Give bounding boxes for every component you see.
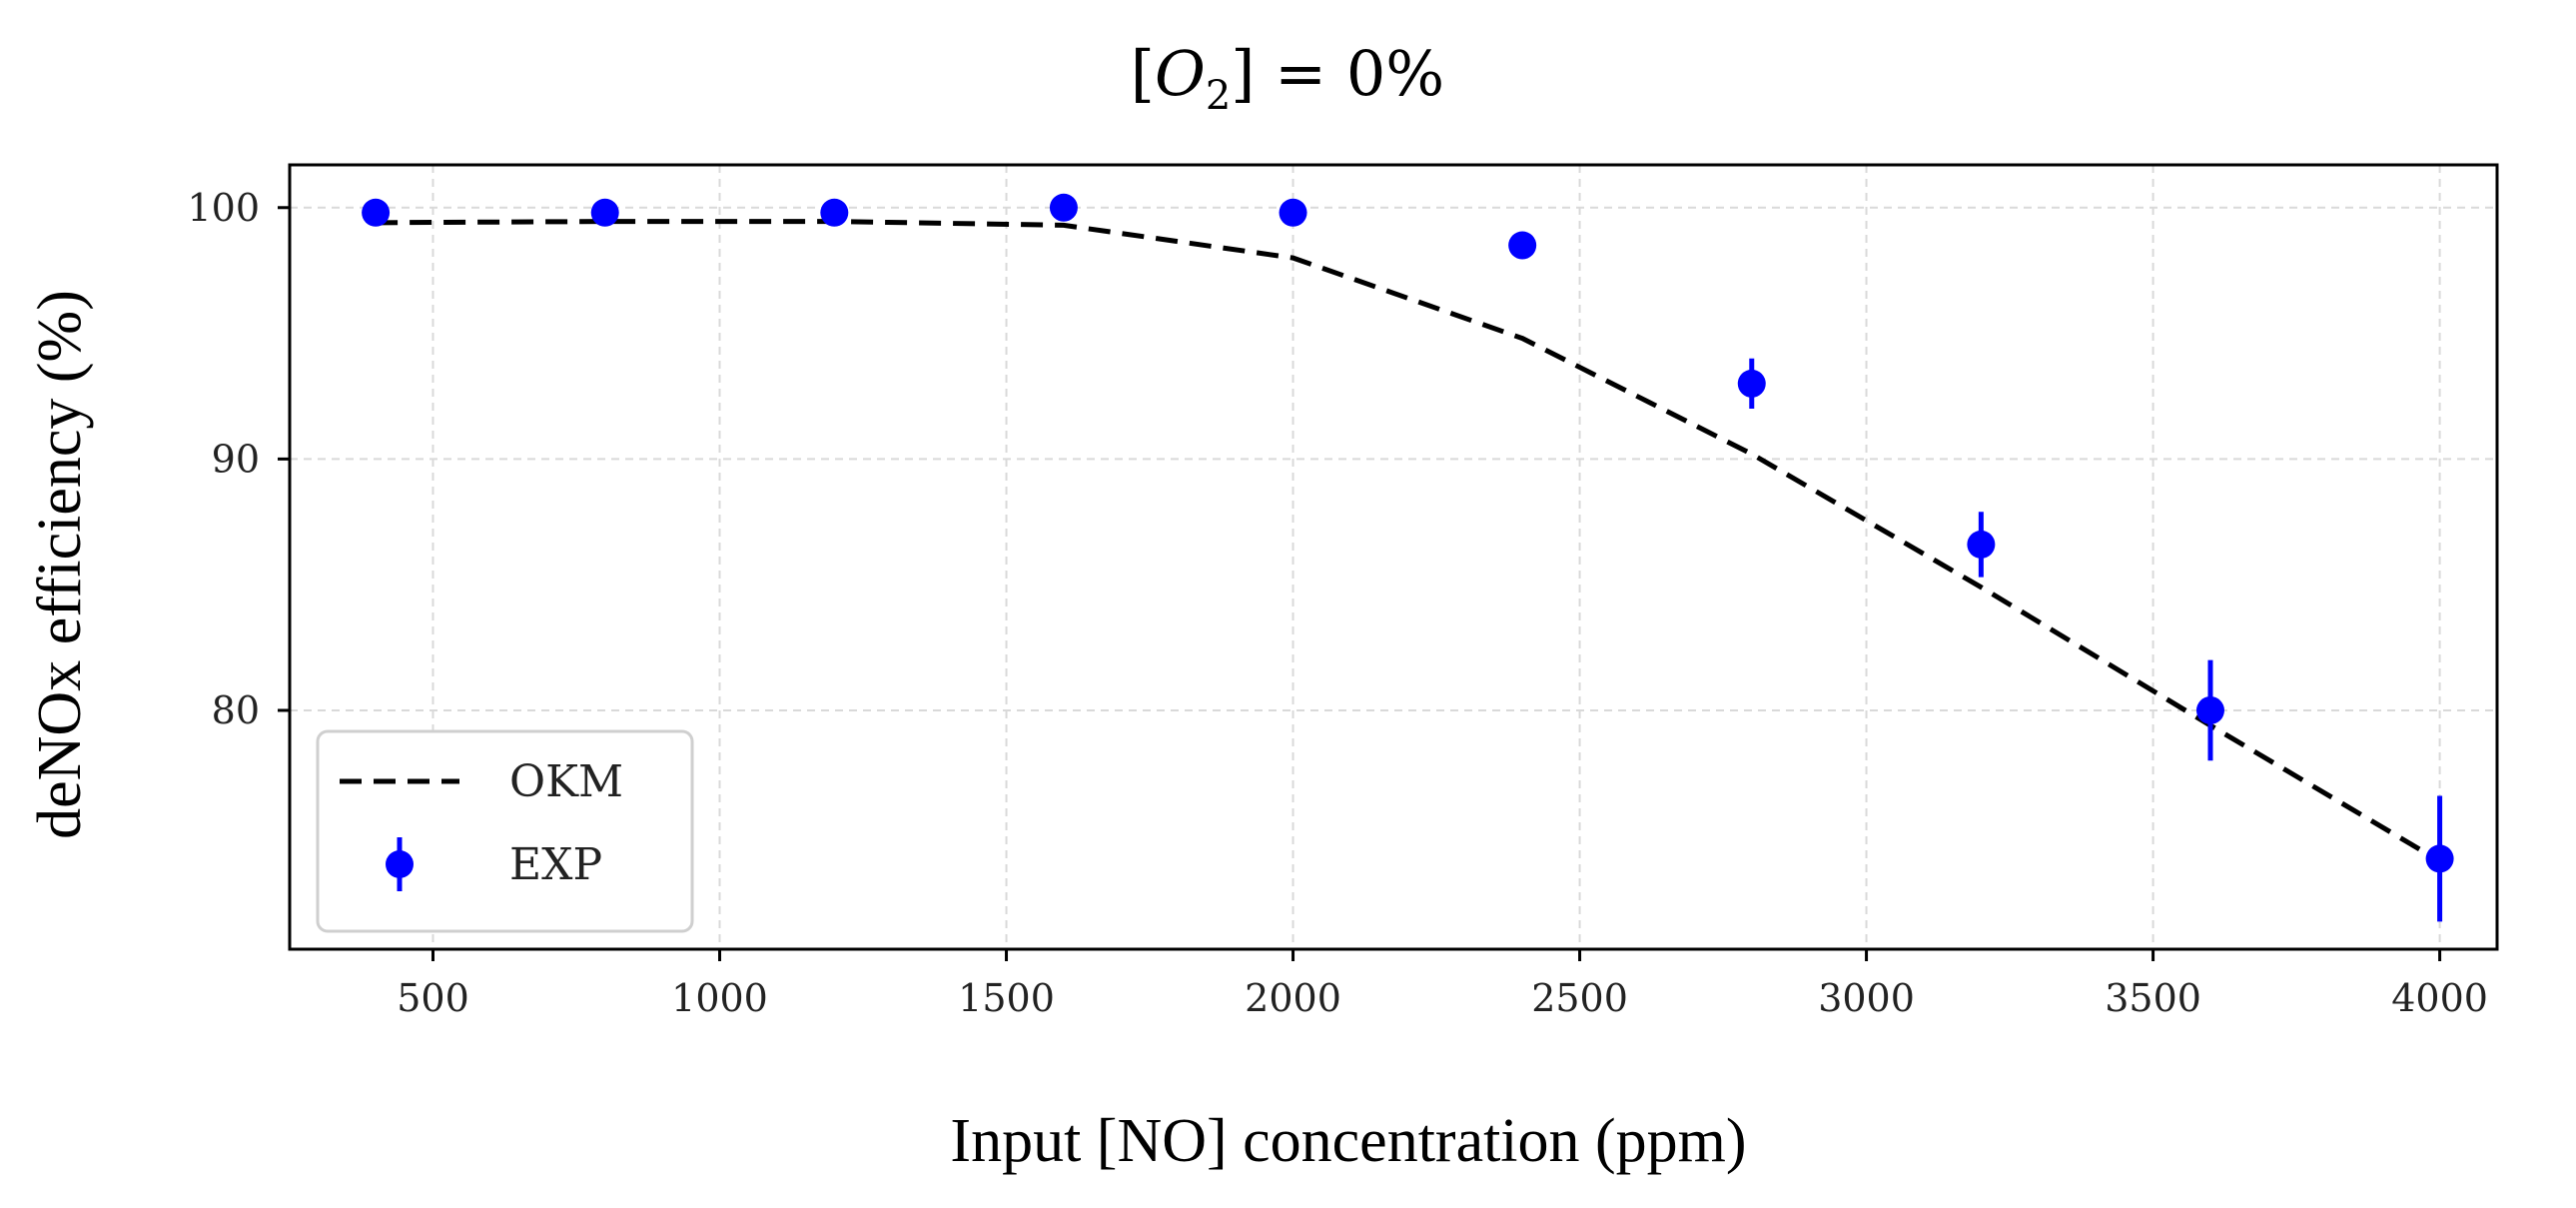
exp-point bbox=[1279, 198, 1307, 227]
exp-point bbox=[1737, 369, 1766, 398]
plot-series bbox=[362, 193, 2454, 922]
x-axis-ticks: 500 1000 1500 2000 2500 3000 3500 4000 bbox=[397, 949, 2488, 1020]
chart-title: [O2] = 0% bbox=[1131, 37, 1444, 119]
x-axis-label: Input [NO] concentration (ppm) bbox=[950, 1107, 1746, 1175]
exp-point bbox=[1049, 193, 1078, 222]
x-tick-label: 3500 bbox=[2105, 976, 2201, 1020]
title-variable: O bbox=[1155, 37, 1206, 110]
y-tick-label: 90 bbox=[212, 437, 260, 481]
y-tick-label: 80 bbox=[212, 688, 260, 732]
x-tick-label: 500 bbox=[397, 976, 469, 1020]
exp-point bbox=[2195, 695, 2224, 724]
title-rest: ] = 0% bbox=[1231, 37, 1444, 110]
title-bracket-open: [ bbox=[1131, 37, 1155, 110]
plot-frame bbox=[288, 163, 2499, 951]
exp-point bbox=[820, 198, 849, 227]
x-tick-label: 3000 bbox=[1818, 976, 1915, 1020]
legend-box bbox=[316, 729, 694, 933]
legend: OKM EXP bbox=[316, 729, 694, 933]
x-tick-label: 1000 bbox=[671, 976, 768, 1020]
exp-point bbox=[362, 198, 391, 227]
x-tick-label: 4000 bbox=[2391, 976, 2488, 1020]
y-axis-ticks: 80 90 100 bbox=[187, 186, 290, 732]
legend-okm-label: OKM bbox=[509, 756, 623, 807]
exp-point bbox=[1508, 231, 1537, 260]
x-tick-label: 2000 bbox=[1245, 976, 1341, 1020]
exp-point bbox=[1967, 530, 1996, 559]
grid-lines bbox=[290, 165, 2497, 949]
exp-point bbox=[2425, 844, 2454, 873]
title-subscript: 2 bbox=[1206, 73, 1231, 119]
y-axis-label: deNOx efficiency (%) bbox=[26, 290, 94, 839]
x-tick-label: 1500 bbox=[958, 976, 1055, 1020]
y-tick-label: 100 bbox=[187, 186, 260, 230]
legend-exp-label: EXP bbox=[509, 839, 602, 890]
series-okm-line bbox=[376, 219, 2441, 864]
exp-point bbox=[590, 198, 619, 227]
x-tick-label: 2500 bbox=[1531, 976, 1628, 1020]
legend-exp-marker bbox=[386, 850, 414, 878]
